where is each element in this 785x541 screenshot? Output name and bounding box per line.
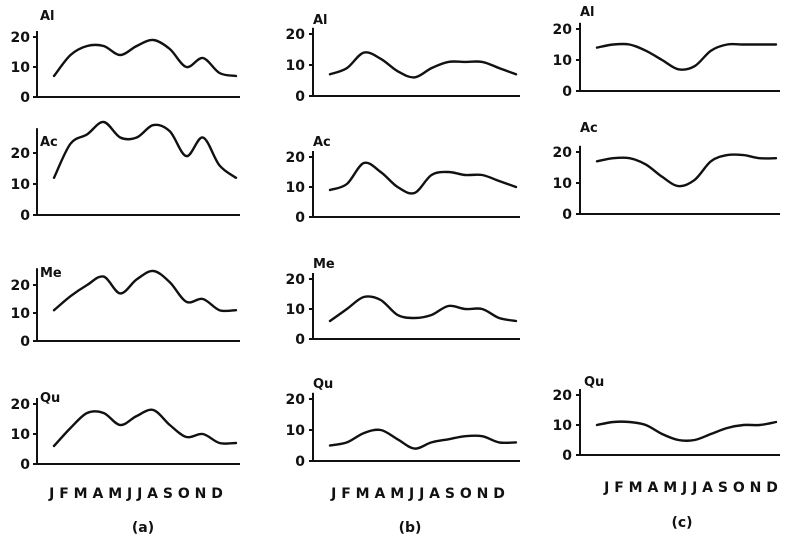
y-tick-label-a-al-0: 0 [20,90,30,106]
y-tick-label-a-al-10: 10 [11,60,31,76]
y-tick-label-c-al-10: 10 [553,53,573,69]
series-line-a-me [52,269,238,313]
y-tick-label-b-al-10: 10 [286,58,306,74]
series-label-b-ac: Ac [313,135,331,150]
y-tick-label-a-me-20: 20 [11,278,31,294]
series-label-b-al: Al [313,13,328,28]
y-tick-label-c-ac-0: 0 [562,207,572,223]
y-tick-label-a-me-0: 0 [20,334,30,350]
y-tick-label-b-me-10: 10 [286,302,306,318]
y-tick-label-b-qu-0: 0 [295,454,305,470]
series-line-b-me [328,295,518,323]
series-label-c-al: Al [580,5,595,20]
panel-a-qu: 0 10 20 Qu [11,391,240,473]
y-tick-label-a-qu-20: 20 [11,397,31,413]
panel-b-me: 0 10 20 Me [286,257,520,348]
y-tick-label-b-ac-20: 20 [286,150,306,166]
y-tick-label-b-al-0: 0 [295,89,305,105]
series-line-c-al [595,42,778,71]
series-label-a-qu: Qu [40,391,60,406]
y-tick-label-a-me-10: 10 [11,306,31,322]
y-tick-label-c-qu-0: 0 [562,448,572,464]
y-tick-label-b-qu-10: 10 [286,423,306,439]
y-tick-label-b-qu-20: 20 [286,392,306,408]
panel-c-qu: 0 10 20 Qu [553,375,780,464]
series-label-b-me: Me [313,257,335,272]
y-tick-label-c-ac-20: 20 [553,145,573,161]
y-tick-label-b-al-20: 20 [286,27,306,43]
series-line-a-al [52,38,238,78]
panel-c-al: 0 10 20 Al [553,5,780,100]
series-label-a-ac: Ac [40,135,58,150]
month-axis-label-b: J F M A M J J A S O N D [330,486,505,502]
series-line-c-ac [595,153,778,188]
series-line-b-qu [328,428,518,450]
y-tick-label-c-ac-10: 10 [553,176,573,192]
series-label-a-me: Me [40,266,62,281]
y-tick-label-b-me-20: 20 [286,272,306,288]
series-label-c-ac: Ac [580,121,598,136]
y-tick-label-c-qu-10: 10 [553,418,573,434]
y-tick-label-a-al-20: 20 [11,30,31,46]
y-tick-label-c-al-0: 0 [562,84,572,100]
series-label-a-al: Al [40,9,55,24]
panel-b-qu: 0 10 20 Qu [286,377,520,470]
y-tick-label-b-ac-0: 0 [295,210,305,226]
panel-a-ac: 0 10 20 Ac [11,120,240,224]
column-label-c: (c) [671,515,692,531]
column-label-a: (a) [132,520,154,536]
series-line-b-al [328,51,518,79]
panel-a-me: 0 10 20 Me [11,266,240,350]
y-tick-label-c-al-20: 20 [553,22,573,38]
month-axis-label-c: J F M A M J J A S O N D [603,480,778,496]
y-tick-label-a-ac-20: 20 [11,146,31,162]
y-tick-label-a-qu-10: 10 [11,427,31,443]
month-axis-label-a: J F M A M J J A S O N D [48,486,223,502]
panel-b-al: 0 10 20 Al [286,13,520,105]
y-tick-label-c-qu-20: 20 [553,388,573,404]
y-tick-label-a-ac-10: 10 [11,177,31,193]
panel-b-ac: 0 10 20 Ac [286,135,520,226]
series-line-c-qu [595,420,778,442]
series-label-c-qu: Qu [584,375,604,390]
series-label-b-qu: Qu [313,377,333,392]
y-tick-label-a-ac-0: 0 [20,208,30,224]
y-tick-label-a-qu-0: 0 [20,457,30,473]
panel-a-al: 0 10 20 Al [11,9,240,106]
series-line-a-qu [52,408,238,448]
series-line-a-ac [52,120,238,179]
y-tick-label-b-me-0: 0 [295,332,305,348]
y-tick-label-b-ac-10: 10 [286,180,306,196]
series-line-b-ac [328,161,518,195]
column-label-b: (b) [399,520,422,536]
panel-c-ac: 0 10 20 Ac [553,121,780,223]
